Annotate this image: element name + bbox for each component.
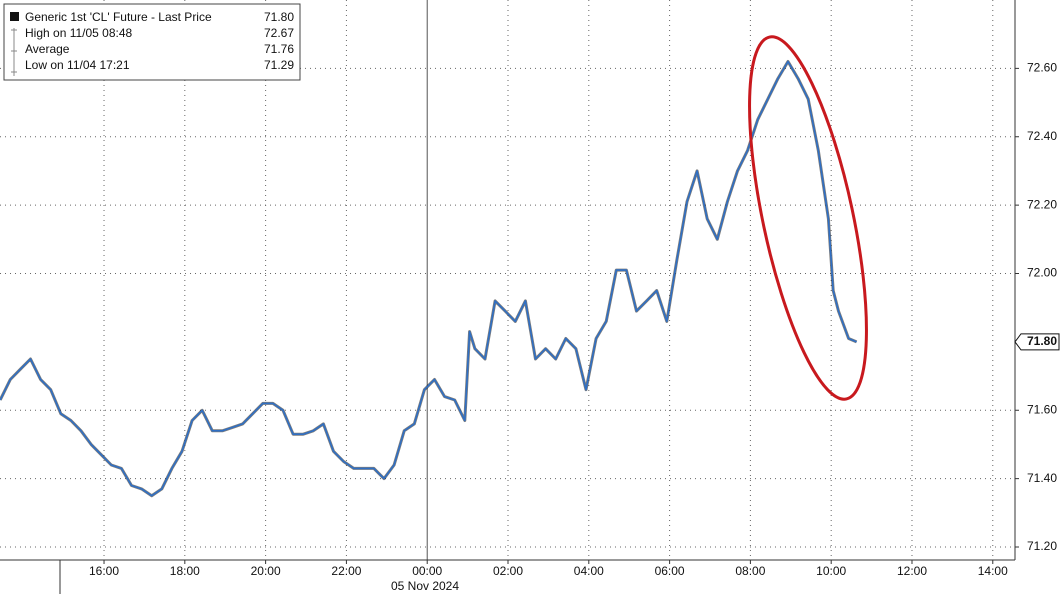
y-tick-label: 71.20 bbox=[1027, 539, 1057, 553]
x-tick-label: 02:00 bbox=[493, 564, 523, 578]
x-tick-label: 18:00 bbox=[170, 564, 200, 578]
y-tick-label: 72.20 bbox=[1027, 197, 1057, 211]
x-tick-label: 20:00 bbox=[251, 564, 281, 578]
y-tick-label: 71.60 bbox=[1027, 402, 1057, 416]
highlight-ellipse bbox=[748, 35, 868, 401]
x-tick-label: 04:00 bbox=[574, 564, 604, 578]
legend: Generic 1st 'CL' Future - Last Price 71.… bbox=[3, 3, 301, 81]
legend-value: 71.80 bbox=[264, 10, 294, 24]
legend-value: 71.76 bbox=[264, 42, 294, 56]
y-tick-label: 72.60 bbox=[1027, 61, 1057, 75]
legend-value: 72.67 bbox=[264, 26, 294, 40]
x-tick-label: 16:00 bbox=[89, 564, 119, 578]
date-label: 05 Nov 2024 bbox=[391, 579, 459, 593]
x-tick-label: 12:00 bbox=[897, 564, 927, 578]
y-tick-label: 71.40 bbox=[1027, 471, 1057, 485]
price-line bbox=[0, 60, 857, 497]
legend-box bbox=[3, 3, 301, 81]
y-tick-label: 72.00 bbox=[1027, 266, 1057, 280]
legend-label: High on 11/05 08:48 bbox=[25, 26, 133, 40]
y-tick-label: 72.40 bbox=[1027, 129, 1057, 143]
plot-area bbox=[0, 60, 858, 498]
x-tick-label: 00:00 bbox=[412, 564, 442, 578]
legend-swatch bbox=[10, 12, 19, 21]
legend-label: Average bbox=[25, 42, 70, 56]
legend-label: Low on 11/04 17:21 bbox=[25, 58, 130, 72]
x-tick-label: 22:00 bbox=[331, 564, 361, 578]
last-price-label: 71.80 bbox=[1027, 334, 1057, 348]
legend-tree bbox=[11, 28, 17, 76]
legend-value: 71.29 bbox=[264, 58, 294, 72]
x-tick-label: 14:00 bbox=[978, 564, 1008, 578]
x-tick-label: 10:00 bbox=[816, 564, 846, 578]
last-price-tag bbox=[1014, 333, 1060, 351]
legend-title: Generic 1st 'CL' Future - Last Price bbox=[25, 10, 212, 24]
x-tick-label: 08:00 bbox=[735, 564, 765, 578]
x-tick-label: 06:00 bbox=[655, 564, 685, 578]
